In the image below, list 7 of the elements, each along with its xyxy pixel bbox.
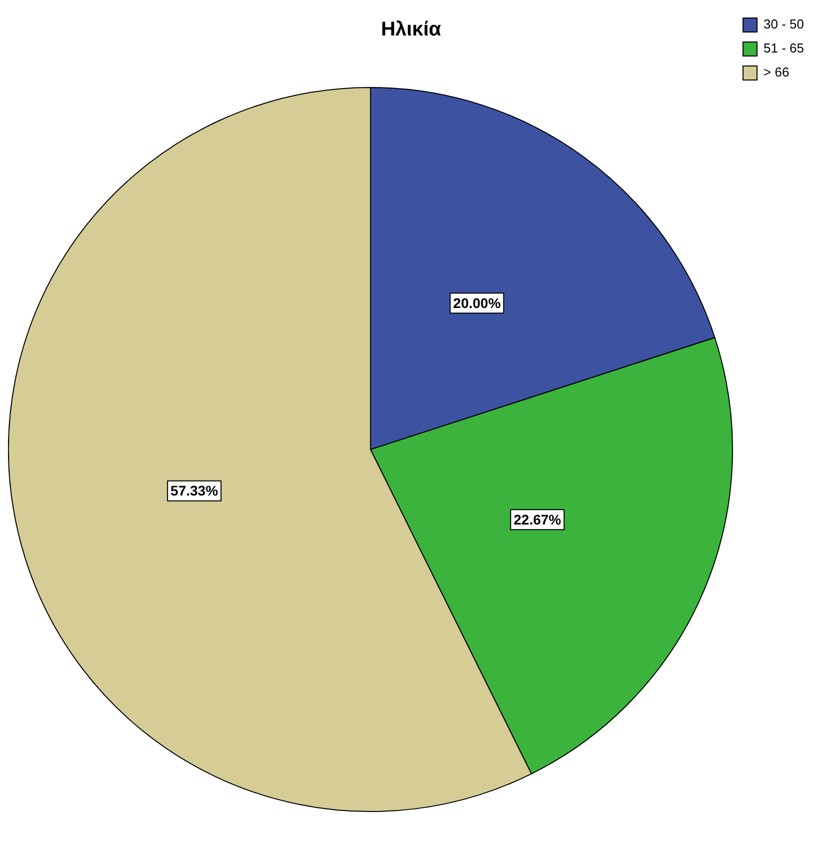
legend-label: 30 - 50 — [764, 16, 804, 32]
data-label: 22.67% — [514, 512, 562, 528]
legend-label: 51 - 65 — [764, 40, 804, 56]
data-label: 57.33% — [170, 482, 219, 499]
chart-title: Ηλικία — [380, 18, 442, 41]
data-label: 20.00% — [453, 294, 502, 311]
legend-label: > 66 — [764, 64, 790, 80]
